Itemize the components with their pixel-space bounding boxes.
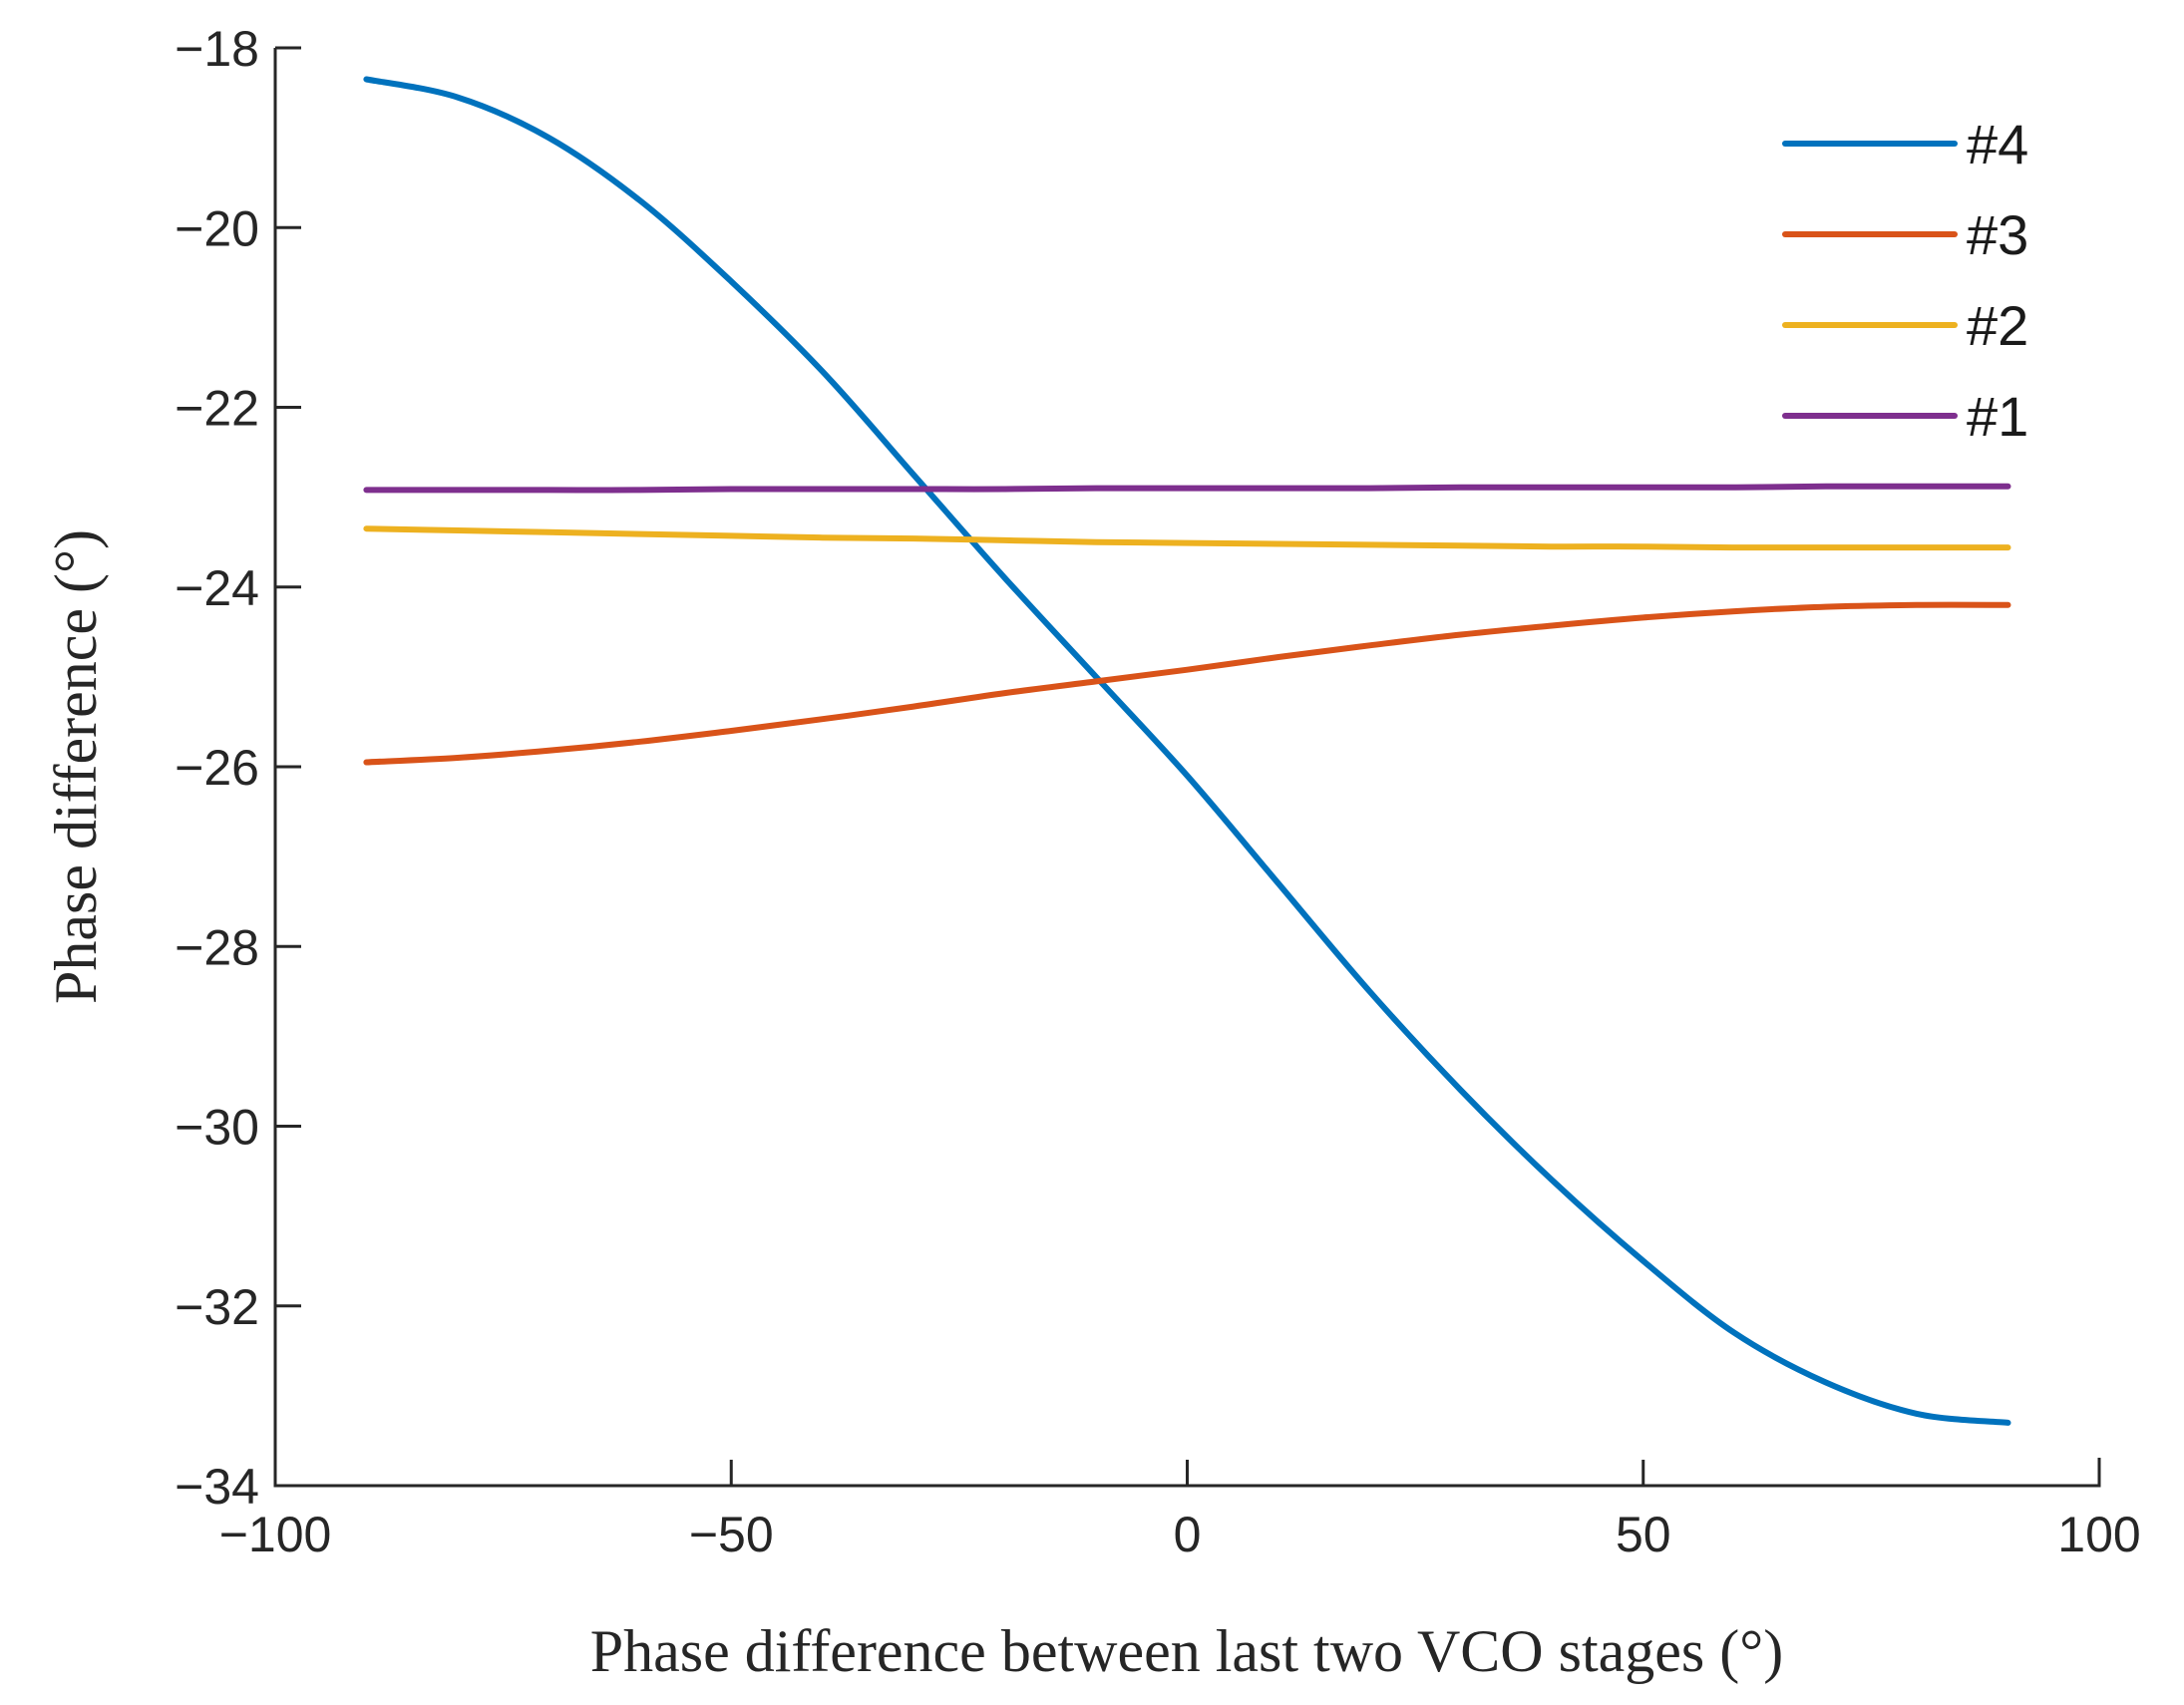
x-tick-label: 0 — [1174, 1507, 1202, 1562]
plot-series — [363, 76, 2011, 1426]
y-axis: −18 −20 −22 −24 −26 −28 −30 −32 −34 — [175, 21, 301, 1515]
x-tick-label: −50 — [689, 1507, 774, 1562]
y-tick-label: −20 — [175, 200, 259, 256]
x-tick-label: 100 — [2057, 1507, 2140, 1562]
y-tick-label: −24 — [175, 560, 259, 616]
x-tick-label: 50 — [1616, 1507, 1671, 1562]
y-axis-label: Phase difference (°) — [43, 529, 109, 1004]
legend-label-4: #1 — [1967, 385, 2028, 448]
legend-label-2: #3 — [1967, 203, 2028, 266]
plot-axes — [273, 48, 2101, 1488]
legend-label-3: #2 — [1967, 294, 2028, 357]
x-axis: −100 −50 0 50 100 — [219, 1460, 2141, 1562]
y-tick-label: −22 — [175, 381, 259, 437]
y-tick-label: −32 — [175, 1279, 259, 1335]
y-tick-label: −30 — [175, 1100, 259, 1156]
y-tick-label: −28 — [175, 919, 259, 975]
y-tick-label: −34 — [175, 1459, 259, 1515]
x-axis-label: Phase difference between last two VCO st… — [590, 1618, 1783, 1684]
legend-label-1: #4 — [1967, 113, 2028, 175]
legend: #4 #3 #2 #1 — [1782, 113, 2028, 448]
series-line-4 — [363, 483, 2011, 494]
y-tick-label: −18 — [175, 21, 259, 77]
y-tick-label: −26 — [175, 740, 259, 796]
series-line-2 — [363, 601, 2011, 766]
x-tick-label: −100 — [219, 1507, 332, 1562]
series-line-1 — [363, 76, 2011, 1426]
series-line-3 — [363, 525, 2011, 551]
